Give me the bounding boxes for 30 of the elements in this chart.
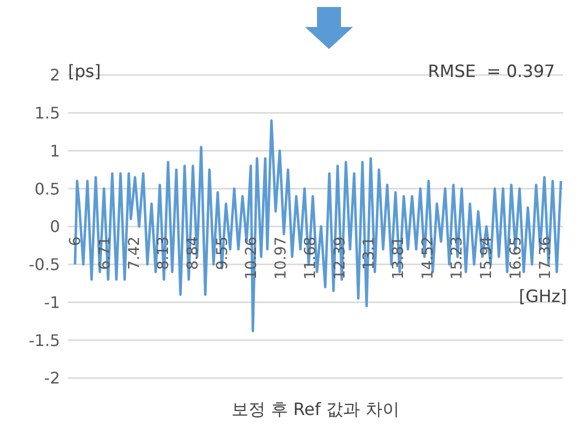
y-tick-label: -1.5 — [28, 330, 60, 350]
x-tick-label: 8.84 — [183, 236, 202, 270]
x-tick-label: 15.94 — [477, 236, 496, 280]
x-tick-label: 14.52 — [418, 236, 436, 280]
x-tick-label: 13.81 — [389, 236, 407, 280]
y-tick-label: 1 — [50, 141, 60, 160]
y-tick-label: -1 — [44, 292, 60, 312]
y-tick-label: 1.5 — [34, 104, 60, 123]
annotation: RMSE = 0.397 — [428, 62, 555, 82]
x-tick-label: 13.1 — [360, 236, 378, 270]
x-tick-label: 10.97 — [272, 236, 290, 280]
x-tick-label: 15.23 — [448, 236, 466, 280]
y-tick-label: 0.5 — [34, 179, 60, 198]
x-tick-label: 9.55 — [212, 236, 231, 270]
y-tick-label: 2 — [50, 66, 60, 85]
y-tick-label: -2 — [44, 368, 60, 388]
x-tick-label: 16.65 — [506, 236, 524, 280]
x-tick-label: 10.26 — [242, 236, 260, 280]
x-tick-label: 17.36 — [536, 236, 554, 280]
text: 보정 후 Ref 값과 차이 — [230, 399, 401, 421]
y-tick-label: -0.5 — [28, 255, 60, 274]
y-axis-title: [ps] — [68, 62, 101, 82]
x-tick-label: 6.71 — [95, 236, 114, 270]
x-tick-label: 6 — [66, 236, 84, 246]
y-tick-label: 0 — [50, 217, 60, 236]
x-axis-title: [GHz] — [518, 287, 567, 307]
x-tick-label: 12.39 — [330, 236, 348, 280]
x-tick-label: 8.13 — [154, 236, 172, 270]
x-tick-label: 11.68 — [300, 236, 319, 280]
x-tick-label: 7.42 — [124, 236, 143, 270]
